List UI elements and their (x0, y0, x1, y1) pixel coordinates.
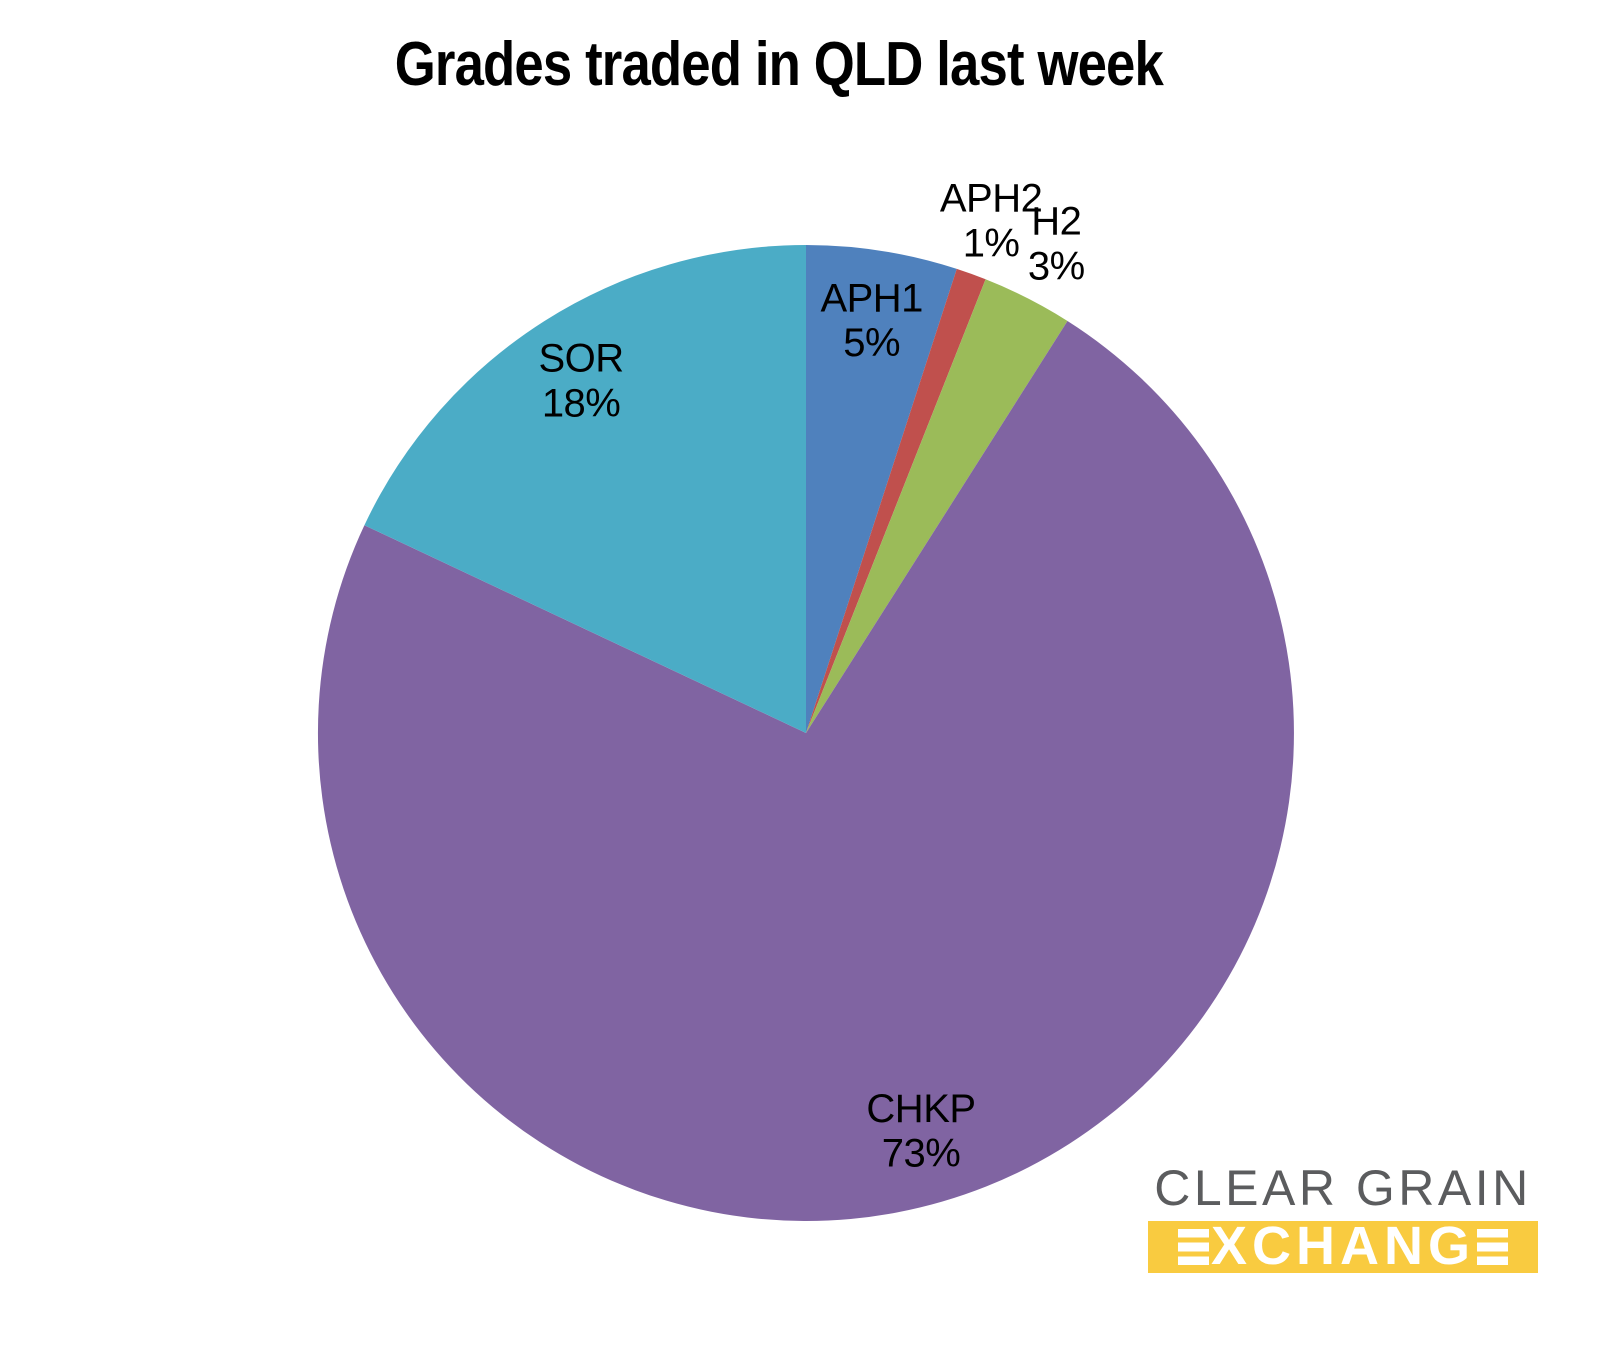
pie-slice-sor (364, 244, 806, 733)
logo-exchange-bar: XCHANG (1148, 1216, 1538, 1276)
chart-title-text: Grades traded in QLD last week (394, 30, 1163, 99)
slice-label-aph1: APH1 5% (820, 276, 923, 365)
slice-label-aph2: APH2 1% (940, 177, 1043, 266)
logo-clear-grain-text: CLEAR GRAIN (1154, 1160, 1532, 1216)
stylized-letter-e-icon (1477, 1228, 1509, 1266)
stylized-letter-e-icon (1177, 1228, 1209, 1266)
slice-label-chkp: CHKP 73% (866, 1087, 975, 1176)
pie-slice-aph2 (806, 268, 986, 733)
logo-exchange-middle-text: XCHANG (1210, 1216, 1475, 1276)
clear-grain-exchange-logo: CLEAR GRAIN XCHANG (1148, 1160, 1538, 1276)
pie-slice-h2 (806, 279, 1068, 733)
chart-title: Grades traded in QLD last week (0, 34, 1609, 96)
pie-slice-aph1 (806, 245, 957, 733)
pie-slice-chkp (317, 321, 1294, 1221)
slice-label-sor: SOR 18% (539, 337, 624, 426)
slice-label-h2: H2 3% (1028, 200, 1085, 289)
